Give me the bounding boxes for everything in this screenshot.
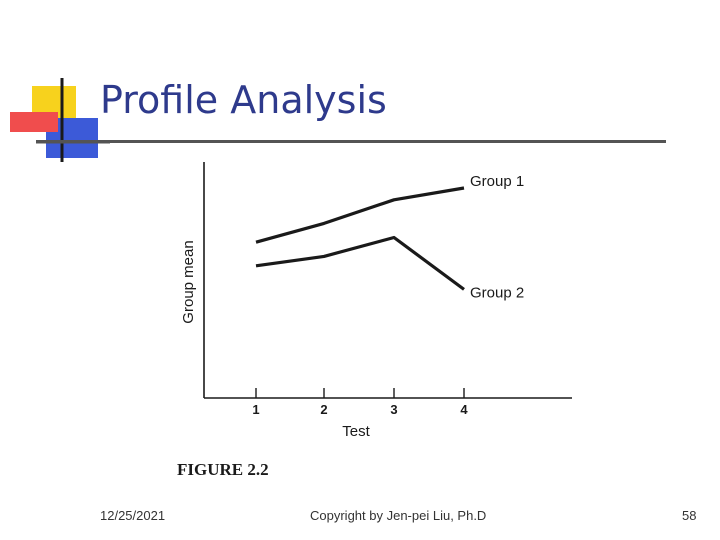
title-underline (36, 140, 666, 143)
series-line-group-2 (255, 235, 465, 291)
series-label-group-2: Group 2 (470, 284, 524, 301)
footer-date: 12/25/2021 (100, 508, 166, 523)
x-tick-label: 3 (390, 402, 397, 417)
x-tick-label: 4 (460, 402, 468, 417)
footer-copyright: Copyright by Jen-pei Liu, Ph.D (310, 508, 487, 523)
series-label-group-1: Group 1 (470, 173, 524, 190)
logo-red-bar (10, 112, 58, 132)
figure-caption: FIGURE 2.2 (177, 460, 269, 479)
series-line-group-1 (255, 186, 465, 244)
slide-logo (10, 78, 110, 162)
slide-title: Profile Analysis (100, 78, 387, 122)
x-axis-label: Test (342, 423, 370, 440)
x-tick-label: 2 (320, 402, 327, 417)
x-tick-label: 1 (252, 402, 259, 417)
profile-line-chart: 1 2 3 4 Test Group mean Group 1 Group 2 FIGURE 2… (177, 162, 572, 479)
y-axis-label: Group mean (180, 240, 197, 323)
footer-page-number: 58 (682, 508, 697, 523)
